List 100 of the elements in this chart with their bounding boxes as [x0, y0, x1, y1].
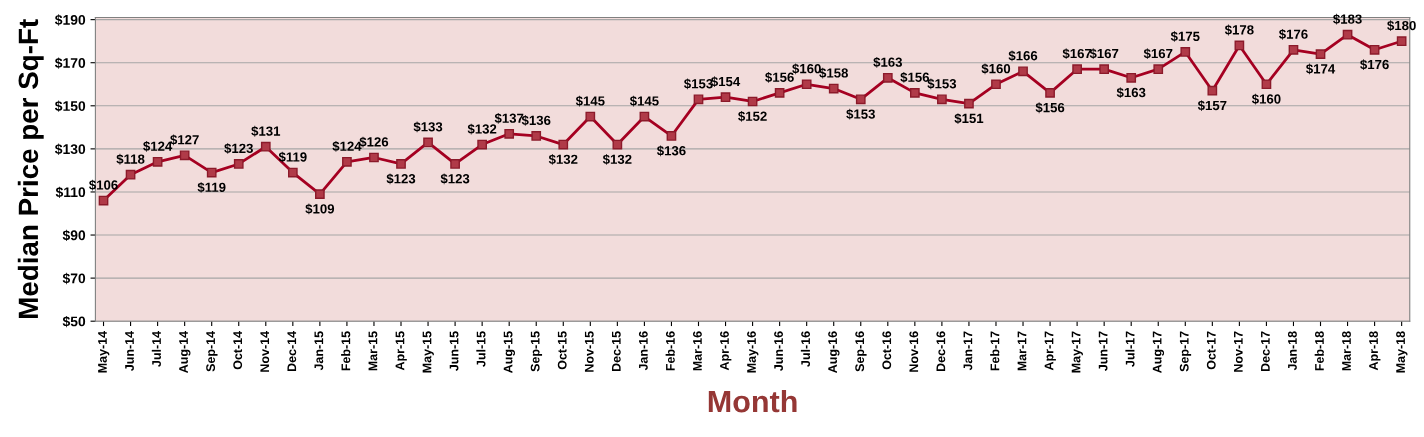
y-tick-label: $70 [62, 272, 86, 285]
x-tick-label: Dec-16 [936, 331, 946, 372]
x-tick-label: Oct-15 [557, 331, 567, 370]
data-label: $156 [1035, 102, 1065, 114]
point [882, 72, 893, 83]
x-tick-label: Jan-17 [963, 331, 973, 371]
data-label: $123 [386, 173, 416, 185]
x-tick-label: Jul-17 [1125, 331, 1135, 367]
data-label: $178 [1224, 24, 1254, 36]
point [1342, 29, 1353, 40]
point [1369, 44, 1380, 55]
x-tick-label: Sep-15 [530, 331, 543, 372]
point [937, 94, 947, 105]
y-tick-label: $150 [54, 100, 86, 112]
point [423, 137, 433, 148]
point [233, 159, 244, 169]
x-tick-label: Feb-15 [341, 331, 351, 371]
x-tick-label: Apr-17 [1044, 331, 1056, 371]
point [1315, 49, 1326, 59]
data-label: $160 [981, 63, 1011, 75]
x-tick-label: Sep-17 [1179, 331, 1192, 372]
point [1396, 36, 1407, 47]
point [260, 141, 271, 152]
point [1045, 88, 1055, 98]
x-tick-label: Nov-15 [584, 331, 594, 372]
data-label: $151 [954, 113, 984, 124]
data-label: $153 [683, 78, 713, 90]
y-tick-label: $190 [54, 14, 86, 26]
x-tick-label: May-18 [1396, 331, 1408, 373]
x-tick-label: Jan-18 [1287, 331, 1297, 371]
x-tick-label: Nov-16 [909, 331, 919, 372]
x-tick-label: Dec-17 [1261, 331, 1270, 372]
data-label: $167 [1143, 48, 1173, 60]
data-label: $158 [819, 67, 848, 79]
data-label: $156 [765, 72, 794, 83]
x-tick-label: May-15 [422, 331, 434, 373]
point [1099, 64, 1110, 75]
data-label: $145 [575, 95, 605, 107]
x-tick-label: Oct-17 [1206, 331, 1216, 370]
x-tick-label: Jun-17 [1098, 331, 1108, 372]
x-tick-label: Oct-14 [233, 330, 243, 370]
data-label: $153 [927, 78, 957, 90]
data-label: $123 [440, 173, 470, 185]
point [558, 139, 569, 150]
data-label: $160 [792, 63, 821, 75]
data-label: $154 [711, 76, 741, 88]
y-tick-label: $130 [54, 143, 86, 155]
x-tick-label: Jun-16 [774, 331, 783, 372]
data-label: $132 [548, 154, 578, 165]
x-tick-label: May-14 [98, 330, 110, 373]
point [1153, 64, 1164, 75]
x-tick-label: Nov-17 [1234, 331, 1243, 372]
point [693, 94, 704, 105]
data-label: $152 [738, 110, 767, 122]
point [585, 111, 596, 122]
point [1207, 85, 1218, 96]
point [666, 131, 677, 141]
point [342, 156, 352, 167]
point [477, 139, 488, 150]
point [774, 88, 785, 98]
data-label: $123 [224, 143, 253, 154]
y-tick-label: $50 [62, 315, 86, 328]
x-tick-label: Mar-16 [693, 331, 702, 371]
point [828, 83, 839, 94]
point [1126, 72, 1137, 83]
point [909, 88, 920, 98]
x-tick-label: Apr-15 [395, 331, 407, 371]
point [1288, 44, 1299, 55]
data-label: $166 [1008, 50, 1038, 62]
point [315, 189, 325, 199]
x-tick-label: Oct-16 [882, 331, 892, 370]
point [125, 169, 136, 180]
x-tick-label: Mar-18 [1342, 331, 1351, 371]
data-label: $167 [1089, 48, 1119, 60]
data-label: $160 [1251, 93, 1281, 105]
point [855, 94, 866, 105]
data-label: $132 [467, 123, 497, 135]
point [152, 156, 163, 167]
x-tick-label: Feb-18 [1314, 331, 1324, 371]
x-tick-label: Dec-14 [287, 330, 297, 372]
point [179, 150, 190, 161]
x-tick-label: Nov-14 [260, 330, 270, 372]
data-label: $176 [1278, 28, 1308, 40]
data-label: $157 [1197, 100, 1227, 111]
y-tick-label: $110 [55, 186, 86, 199]
x-tick-label: Aug-14 [179, 330, 191, 373]
x-tick-label: Aug-17 [1152, 331, 1165, 373]
data-label: $183 [1333, 13, 1362, 25]
data-label: $119 [197, 182, 226, 193]
x-tick-label: Apr-16 [720, 331, 732, 371]
y-tick-label: $170 [54, 57, 86, 69]
x-tick-label: Mar-15 [368, 331, 378, 371]
data-label: $131 [251, 125, 281, 137]
point [1261, 79, 1272, 90]
point [369, 152, 379, 163]
point [531, 131, 542, 141]
data-label: $167 [1062, 48, 1092, 60]
x-tick-label: Feb-17 [990, 331, 1000, 371]
point [396, 159, 406, 169]
data-label: $176 [1360, 59, 1389, 71]
